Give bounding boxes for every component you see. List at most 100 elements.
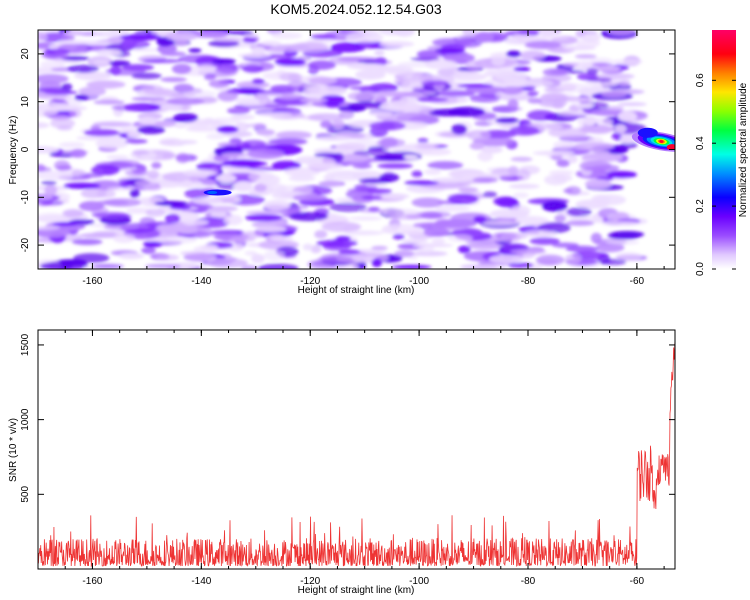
snr-panel: -160 -140 -120 -100 -80 -60 500 1000 1500 Height…: [8, 329, 676, 596]
heatmap-cell: [217, 90, 239, 102]
heatmap-cell: [481, 220, 519, 226]
heatmap-cell: [427, 161, 464, 170]
heatmap-cell: [546, 154, 570, 160]
heatmap-cell: [270, 44, 311, 52]
heatmap-cell: [338, 109, 355, 120]
heatmap-cell: [447, 234, 473, 243]
heatmap-cell: [263, 199, 291, 211]
heatmap-cell: [173, 113, 199, 123]
heatmap-cell: [243, 166, 282, 171]
heatmap-field: [38, 30, 675, 269]
heatmap-cell: [196, 179, 217, 190]
heatmap-cell: [338, 249, 360, 255]
heatmap-cell: [276, 92, 303, 100]
heatmap-cell: [98, 99, 120, 105]
heatmap-xlabel: Height of straight line (km): [298, 285, 415, 296]
heatmap-cell: [512, 79, 554, 87]
heatmap-cell: [156, 43, 177, 54]
heatmap-cell: [451, 123, 468, 135]
heatmap-cell: [182, 90, 217, 98]
heatmap-cell: [509, 125, 540, 136]
heatmap-cell: [420, 212, 443, 220]
heatmap-cell: [215, 174, 237, 183]
heatmap-cell: [383, 225, 400, 230]
heatmap-cell: [45, 48, 71, 56]
heatmap-cell: [164, 213, 181, 224]
heatmap-cell: [103, 223, 138, 230]
heatmap-cell: [618, 80, 631, 87]
heatmap-cell: [193, 197, 223, 205]
heatmap-cell: [80, 188, 107, 199]
heatmap-cell: [106, 186, 136, 192]
heatmap-cell: [601, 258, 627, 266]
heatmap-cell: [310, 244, 322, 254]
snr-xtick-label: -140: [191, 576, 211, 587]
snr-xtick-label: -100: [409, 576, 429, 587]
heatmap-cell: [347, 101, 390, 109]
figure-title: KOM5.2024.052.12.54.G03: [270, 1, 441, 17]
heatmap-cell: [95, 138, 129, 149]
heatmap-cell: [589, 57, 613, 64]
heatmap-cell: [526, 90, 539, 97]
heatmap-cell: [151, 162, 162, 169]
heatmap-cell: [347, 91, 376, 101]
heatmap-cell: [542, 68, 569, 77]
heatmap-cell: [403, 155, 418, 160]
heatmap-cell: [51, 222, 79, 227]
heatmap-cell: [605, 239, 640, 245]
heatmap-cell: [601, 90, 627, 98]
heatmap-cell: [600, 220, 641, 227]
heatmap-cell: [131, 72, 162, 80]
colorbar-tick-label: 0.0: [695, 262, 706, 276]
heatmap-cell: [457, 83, 494, 88]
heatmap-cell: [544, 174, 568, 186]
colorbar-tick-label: 0.2: [695, 199, 706, 213]
heatmap-cell: [507, 99, 519, 110]
heatmap-cell: [206, 258, 248, 269]
heatmap-cell: [287, 80, 308, 90]
heatmap-cell: [154, 201, 189, 207]
heatmap-cell: [374, 66, 405, 73]
heatmap-xtick-label: -100: [409, 276, 429, 287]
heatmap-cell: [326, 103, 340, 108]
heatmap-cell: [251, 46, 266, 55]
heatmap-cell: [275, 131, 313, 140]
heatmap-cell: [448, 106, 485, 117]
heatmap-cell: [401, 238, 428, 244]
heatmap-cell: [374, 57, 387, 66]
heatmap-cell: [315, 135, 353, 141]
heatmap-cell: [160, 104, 184, 111]
heatmap-cell: [256, 92, 283, 98]
heatmap-cell: [535, 254, 565, 266]
heatmap-cell: [106, 154, 129, 160]
heatmap-cell: [78, 86, 107, 97]
heatmap-cell: [131, 48, 165, 53]
heatmap-cell: [121, 38, 137, 49]
heatmap-cell: [447, 170, 484, 178]
heatmap-cell: [466, 129, 491, 141]
heatmap-cell: [573, 142, 615, 151]
heatmap-cell: [38, 145, 59, 154]
heatmap-cell: [307, 162, 344, 170]
heatmap-cell: [579, 160, 612, 172]
heatmap-cell: [270, 235, 294, 242]
heatmap-cell: [387, 70, 424, 76]
heatmap-cell: [255, 225, 287, 233]
heatmap-cell: [510, 156, 533, 162]
heatmap-cell: [105, 67, 146, 76]
heatmap-cell: [244, 251, 257, 256]
heatmap-cell: [527, 97, 543, 104]
heatmap-cell: [420, 80, 449, 86]
heatmap-cell: [307, 113, 344, 122]
heatmap-cell: [67, 64, 99, 73]
heatmap-peak-contour: [659, 140, 664, 143]
heatmap-cell: [113, 233, 135, 244]
heatmap-cell: [395, 112, 430, 121]
heatmap-cell: [526, 109, 556, 121]
heatmap-cell: [61, 83, 73, 91]
heatmap-cell: [155, 254, 180, 261]
heatmap-cell: [185, 126, 220, 132]
heatmap-cell: [413, 142, 435, 153]
heatmap-cell: [38, 212, 68, 222]
heatmap-cell: [397, 61, 432, 68]
